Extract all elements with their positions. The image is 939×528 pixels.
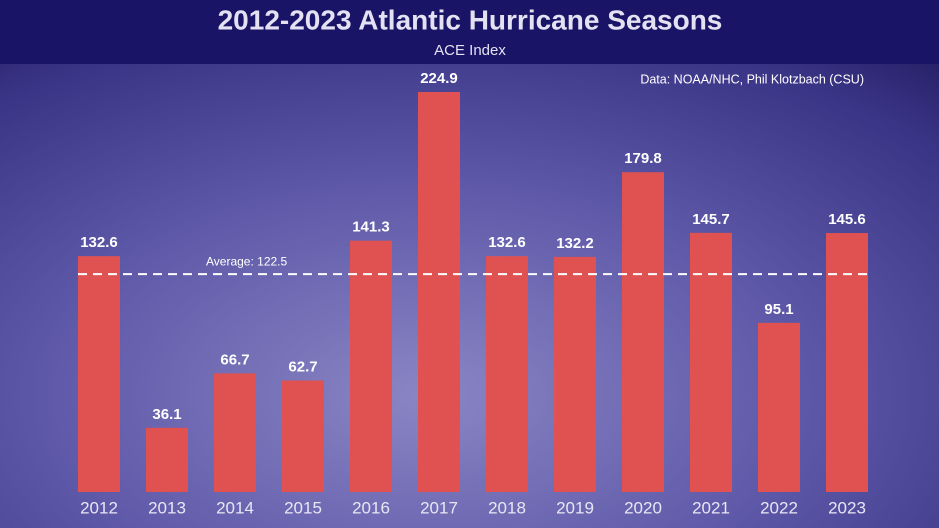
x-tick-label: 2017: [420, 498, 458, 517]
value-label: 145.7: [692, 211, 730, 228]
x-tick-label: 2021: [692, 498, 730, 517]
value-label: 66.7: [220, 351, 249, 368]
value-label: 141.3: [352, 219, 390, 236]
bar: [214, 373, 256, 492]
x-tick-label: 2016: [352, 498, 390, 517]
bar: [690, 232, 732, 492]
chart-subtitle: ACE Index: [434, 42, 506, 59]
bar: [826, 233, 868, 492]
source-note: Data: NOAA/NHC, Phil Klotzbach (CSU): [640, 72, 864, 86]
x-tick-label: 2014: [216, 498, 254, 517]
value-label: 145.6: [828, 211, 866, 228]
bar: [758, 322, 800, 492]
value-label: 36.1: [152, 406, 181, 423]
chart-title: 2012-2023 Atlantic Hurricane Seasons: [218, 4, 723, 35]
bar: [622, 172, 664, 492]
value-label: 132.6: [488, 234, 526, 251]
x-tick-label: 2023: [828, 498, 866, 517]
x-tick-label: 2018: [488, 498, 526, 517]
bar: [486, 256, 528, 492]
bar: [146, 427, 188, 492]
header-band: [0, 0, 939, 64]
bar: [350, 240, 392, 492]
x-tick-label: 2022: [760, 498, 798, 517]
value-label: 62.7: [288, 358, 317, 375]
value-label: 179.8: [624, 150, 662, 167]
bar: [78, 256, 120, 492]
value-label: 224.9: [420, 70, 458, 87]
x-tick-label: 2012: [80, 498, 118, 517]
bar: [418, 92, 460, 492]
value-label: 95.1: [764, 301, 793, 318]
x-tick-label: 2015: [284, 498, 322, 517]
x-tick-label: 2013: [148, 498, 186, 517]
value-label: 132.2: [556, 235, 594, 252]
bar: [554, 256, 596, 492]
value-label: 132.6: [80, 234, 118, 251]
average-label: Average: 122.5: [206, 254, 288, 268]
bar: [282, 380, 324, 492]
x-tick-label: 2020: [624, 498, 662, 517]
x-tick-label: 2019: [556, 498, 594, 517]
